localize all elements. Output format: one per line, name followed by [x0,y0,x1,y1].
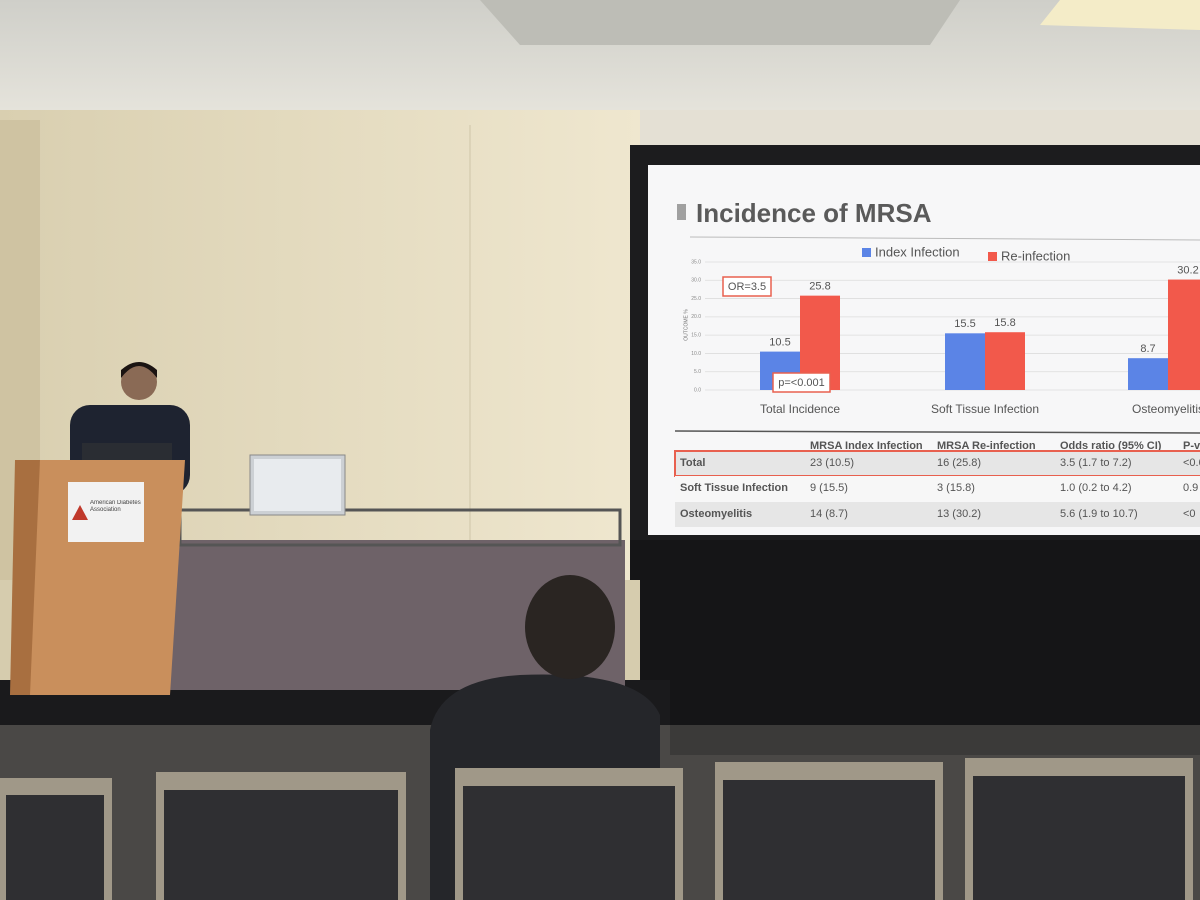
legend-label: Re-infection [1001,248,1070,263]
table-cell: 23 (10.5) [810,457,854,469]
table-cell: 3.5 (1.7 to 7.2) [1060,457,1132,469]
carpet [670,725,1200,755]
y-tick-label: 20.0 [691,314,701,320]
table-header: MRSA Index Infection [810,440,923,452]
title-rule [689,236,1200,241]
x-tick-label: Total Incidence [760,402,840,416]
slide-title: Incidence of MRSA [696,198,932,228]
value-label: 8.7 [1140,343,1155,355]
table-cell: 14 (8.7) [810,508,848,520]
speaker-hair [121,362,157,378]
table-cell: 16 (25.8) [937,457,981,469]
podium-side [10,460,40,695]
table-row [675,476,1200,501]
wall [640,110,1200,150]
x-tick-label: Soft Tissue Infection [931,402,1039,416]
table-cell: 5.6 (1.9 to 10.7) [1060,508,1138,520]
y-tick-label: 25.0 [691,296,701,302]
podium-sign-text-box: American Diabetes Association [90,500,141,513]
ceiling-light [1040,0,1200,30]
speaker-head [121,364,157,400]
chair-back [973,776,1185,900]
table-cell: 13 (30.2) [937,508,981,520]
table-cell: 9 (15.5) [810,482,848,494]
chair-back [6,795,104,900]
value-label: 15.5 [954,318,975,330]
value-label: 30.2 [1177,264,1198,276]
value-label: 10.5 [769,337,790,349]
row-label: Total [680,457,705,469]
annotation: OR=3.5 [728,281,766,293]
bar [945,333,985,390]
chairs [0,758,1193,900]
audience-head [525,575,615,679]
value-label: 15.8 [994,317,1015,329]
y-axis-label: OUTCOME % [683,309,689,341]
annotation-box [772,372,831,393]
row-label: Soft Tissue Infection [680,482,788,494]
table-rule [674,430,1200,434]
table-cell: 3 (15.8) [937,482,975,494]
y-tick-label: 10.0 [691,351,701,357]
table-cell: <0.0 [1183,457,1200,469]
table-header: P-va [1183,440,1200,452]
table-row [675,502,1200,527]
y-tick-label: 0.0 [694,387,701,393]
row-label: Osteomyelitis [680,508,752,520]
ada-logo [72,505,88,520]
legend-label: Index Infection [875,244,960,259]
table-header: MRSA Re-infection [937,440,1036,452]
chair-back [723,780,935,900]
annotation: p=<0.001 [778,377,825,389]
y-tick-label: 30.0 [691,278,701,284]
table-cell: 0.9 [1183,482,1198,494]
title-marker [677,204,686,220]
chair-back [164,790,398,900]
bar [1128,358,1168,390]
legend-swatch [862,248,871,257]
bar [985,332,1025,390]
table-cell: 1.0 (0.2 to 4.2) [1060,482,1132,494]
chair-back [463,786,675,900]
bar [1168,279,1200,390]
ceiling-panel [480,0,960,45]
legend-swatch [988,252,997,261]
slide-content: Incidence of MRSA OUTCOME % 0.0 5.0 10.0 15… [674,198,1200,527]
screen-drape [630,540,1200,725]
y-tick-label: 35.0 [691,259,701,265]
table-header: Odds ratio (95% CI) [1060,440,1162,452]
podium-sign-text: American Diabetes Association [90,500,141,513]
y-tick-label: 5.0 [694,369,701,375]
annotation-box [722,276,772,297]
table-cell: <0 [1183,508,1196,520]
table-row [675,451,1200,476]
x-tick-label: Osteomyelitis [1132,402,1200,416]
monitor-screen [254,459,341,511]
y-tick-label: 15.0 [691,332,701,338]
value-label: 25.8 [809,281,830,293]
